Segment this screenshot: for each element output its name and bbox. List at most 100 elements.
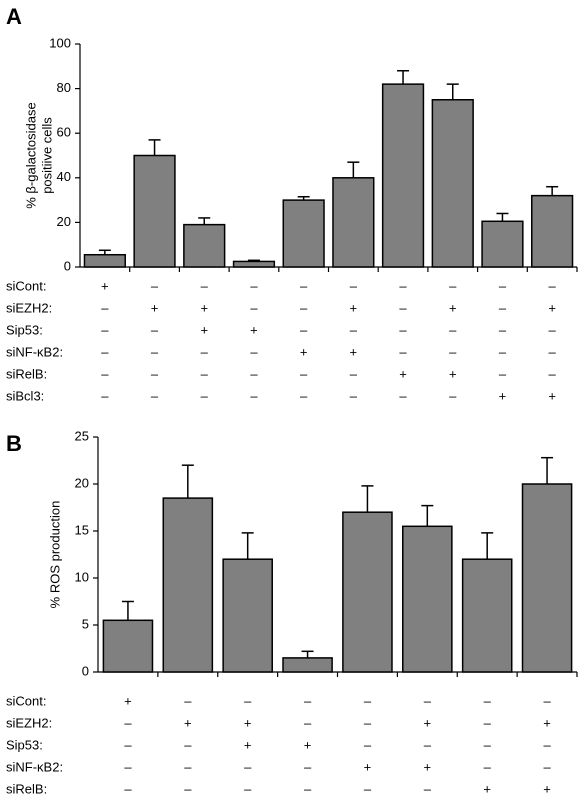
condition-cell: –: [184, 781, 192, 796]
condition-cell: +: [101, 278, 109, 293]
condition-cell: +: [184, 715, 192, 730]
condition-cell: –: [399, 322, 407, 337]
condition-label: siEZH2:: [6, 715, 52, 730]
y-axis-title: % ROS production: [47, 501, 62, 609]
y-tick-label: 0: [64, 258, 71, 273]
condition-cell: –: [549, 322, 557, 337]
condition-cell: –: [304, 781, 312, 796]
condition-cell: –: [350, 278, 358, 293]
condition-cell: –: [184, 693, 192, 708]
condition-cell: –: [484, 715, 492, 730]
y-tick-label: 60: [57, 125, 71, 140]
condition-cell: –: [549, 366, 557, 381]
condition-cell: –: [124, 781, 132, 796]
condition-cell: –: [364, 715, 372, 730]
y-tick-label: 20: [75, 475, 89, 490]
bar: [232, 260, 276, 268]
condition-cell: –: [151, 388, 159, 403]
condition-cell: –: [124, 715, 132, 730]
condition-cell: +: [424, 759, 432, 774]
condition-cell: –: [151, 344, 159, 359]
bar: [431, 99, 474, 268]
condition-cell: –: [124, 759, 132, 774]
condition-label: siNF-κB2:: [6, 759, 63, 774]
condition-cell: +: [399, 366, 407, 381]
y-tick-label: 5: [82, 616, 89, 631]
condition-cell: –: [304, 693, 312, 708]
y-tick-label: 10: [75, 569, 89, 584]
condition-cell: +: [151, 300, 159, 315]
y-axis-title: positiive cells: [39, 117, 54, 194]
condition-cell: –: [399, 344, 407, 359]
condition-cell: –: [549, 278, 557, 293]
condition-cell: –: [350, 322, 358, 337]
condition-cell: –: [244, 781, 252, 796]
condition-cell: –: [201, 278, 209, 293]
condition-cell: –: [543, 759, 551, 774]
condition-label: siCont:: [6, 278, 46, 293]
condition-label: Sip53:: [6, 737, 43, 752]
condition-cell: –: [399, 278, 407, 293]
condition-cell: –: [499, 300, 507, 315]
condition-cell: –: [549, 344, 557, 359]
condition-cell: –: [101, 344, 109, 359]
condition-cell: –: [399, 300, 407, 315]
condition-cell: –: [300, 300, 308, 315]
condition-cell: –: [300, 322, 308, 337]
condition-cell: –: [101, 388, 109, 403]
bar: [102, 619, 154, 673]
condition-cell: –: [300, 366, 308, 381]
bar: [282, 657, 333, 673]
condition-cell: +: [200, 300, 208, 315]
condition-cell: +: [200, 322, 208, 337]
condition-cell: –: [101, 322, 109, 337]
condition-cell: –: [304, 759, 312, 774]
bar: [83, 253, 126, 268]
y-axis-title: % β-galactosidase: [23, 102, 38, 208]
condition-label: siRelB:: [6, 781, 47, 796]
condition-cell: –: [484, 759, 492, 774]
bar: [381, 83, 425, 268]
condition-label: Sip53:: [6, 322, 43, 337]
panel-label: A: [6, 4, 22, 29]
bar: [162, 497, 214, 673]
condition-cell: +: [300, 344, 308, 359]
condition-cell: –: [250, 344, 258, 359]
condition-cell: –: [449, 388, 457, 403]
condition-cell: –: [101, 300, 109, 315]
condition-cell: –: [201, 388, 209, 403]
y-tick-label: 80: [57, 80, 71, 95]
condition-cell: –: [101, 366, 109, 381]
bar: [521, 483, 573, 673]
condition-cell: –: [399, 388, 407, 403]
condition-cell: +: [364, 759, 372, 774]
condition-label: siCont:: [6, 693, 46, 708]
condition-cell: +: [124, 693, 132, 708]
condition-cell: –: [244, 693, 252, 708]
condition-cell: –: [304, 715, 312, 730]
bar: [342, 511, 393, 673]
y-tick-label: 20: [57, 214, 71, 229]
condition-cell: –: [449, 278, 457, 293]
condition-cell: –: [250, 300, 258, 315]
condition-label: siEZH2:: [6, 300, 52, 315]
y-tick-label: 0: [82, 663, 89, 678]
y-tick-label: 40: [57, 169, 71, 184]
condition-label: siBcl3:: [6, 388, 44, 403]
condition-cell: –: [499, 278, 507, 293]
y-tick-label: 15: [75, 522, 89, 537]
condition-cell: +: [543, 781, 551, 796]
condition-cell: –: [300, 278, 308, 293]
bar: [531, 194, 574, 268]
condition-cell: –: [250, 388, 258, 403]
bar: [461, 558, 513, 673]
condition-cell: –: [201, 366, 209, 381]
condition-cell: –: [151, 278, 159, 293]
y-tick-label: 25: [75, 428, 89, 443]
bar: [332, 177, 375, 268]
condition-cell: +: [548, 388, 556, 403]
condition-cell: –: [184, 737, 192, 752]
condition-cell: –: [244, 759, 252, 774]
bar: [481, 220, 524, 268]
condition-cell: –: [364, 781, 372, 796]
